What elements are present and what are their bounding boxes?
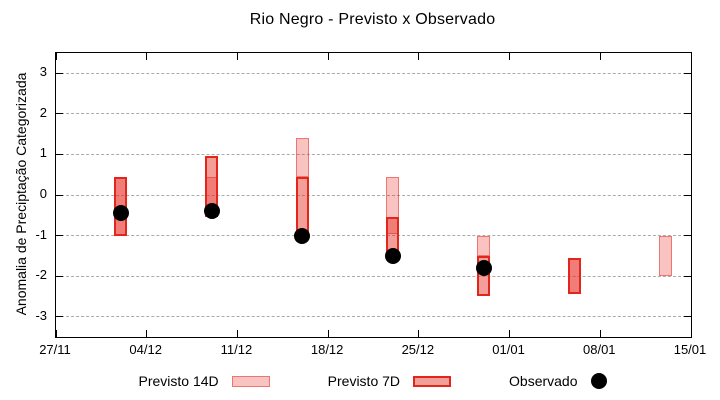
observado-dot — [294, 227, 311, 244]
y-axis-tick — [684, 275, 691, 277]
legend: Previsto 14D Previsto 7D Observado — [55, 369, 690, 393]
x-axis-tick — [146, 330, 148, 337]
x-axis-tick — [599, 53, 601, 60]
observado-dot — [112, 205, 129, 222]
x-axis-tick — [690, 330, 692, 337]
y-tick-label: -1 — [35, 226, 47, 242]
gridline — [56, 275, 691, 277]
previsto-14d-bar — [386, 176, 400, 234]
chart-title: Rio Negro - Previsto x Observado — [249, 11, 496, 28]
gridline — [56, 316, 691, 318]
y-axis-tick — [684, 194, 691, 196]
gridline — [56, 72, 691, 74]
x-axis-tick — [55, 53, 57, 60]
observado-dot — [203, 203, 220, 220]
y-tick-label: 1 — [39, 145, 47, 161]
x-tick-label: 04/12 — [129, 342, 162, 357]
legend-label-observado: Observado — [509, 373, 578, 389]
legend-item-previsto-14d: Previsto 14D — [139, 373, 270, 389]
y-axis-tick — [56, 113, 63, 115]
legend-label-previsto-14d: Previsto 14D — [138, 373, 219, 389]
y-axis-tick — [56, 194, 63, 196]
y-tick-label: 0 — [39, 186, 47, 201]
previsto-7d-swatch-icon — [413, 375, 452, 387]
y-tick-label: 3 — [39, 64, 47, 80]
y-tick-label: -3 — [35, 307, 47, 323]
previsto-14d-bar — [477, 235, 491, 256]
y-axis-tick — [684, 153, 691, 155]
x-axis-tick — [55, 330, 57, 337]
x-axis-tick — [509, 53, 511, 60]
gridline — [56, 113, 691, 115]
y-axis-tick — [684, 72, 691, 74]
x-axis-tick — [509, 330, 511, 337]
previsto-7d-bar — [567, 257, 581, 295]
previsto-14d-bar — [295, 138, 309, 177]
gridline — [56, 235, 691, 237]
y-axis-tick — [684, 235, 691, 237]
previsto-14d-swatch-icon — [231, 375, 270, 387]
legend-item-observado: Observado — [509, 373, 607, 389]
x-axis-tick — [327, 53, 329, 60]
x-axis-tick — [599, 330, 601, 337]
x-axis-tick — [418, 53, 420, 60]
observado-dot — [384, 247, 401, 264]
x-tick-label: 11/12 — [220, 342, 253, 357]
x-axis-tick — [690, 53, 692, 60]
x-tick-label: 01/01 — [492, 342, 525, 357]
y-axis-tick — [684, 316, 691, 318]
x-tick-label: 15/01 — [673, 342, 707, 357]
y-axis-tick — [56, 235, 63, 237]
x-axis-tick — [146, 53, 148, 60]
observado-dot — [475, 260, 492, 277]
previsto-14d-bar — [658, 235, 672, 277]
y-tick-label: -2 — [35, 267, 47, 283]
x-axis-tick — [327, 330, 329, 337]
x-tick-label: 27/11 — [39, 342, 71, 357]
observado-dot-icon — [590, 373, 607, 389]
legend-label-previsto-7d: Previsto 7D — [327, 373, 401, 389]
y-axis-tick — [56, 72, 63, 74]
y-axis-tick — [56, 316, 63, 318]
x-tick-label: 08/01 — [583, 342, 616, 357]
legend-item-previsto-7d: Previsto 7D — [327, 373, 452, 389]
gridline — [56, 153, 691, 155]
x-axis-tick — [418, 330, 420, 337]
x-tick-label: 25/12 — [401, 342, 435, 357]
y-axis-tick — [56, 153, 63, 155]
x-tick-label: 18/12 — [310, 342, 344, 357]
x-axis-tick — [236, 53, 238, 60]
plot-area — [55, 52, 692, 338]
y-axis-tick — [684, 113, 691, 115]
y-tick-label: 2 — [39, 104, 47, 120]
gridline — [56, 194, 691, 196]
x-axis-tick — [236, 330, 238, 337]
y-axis-tick — [56, 275, 63, 277]
